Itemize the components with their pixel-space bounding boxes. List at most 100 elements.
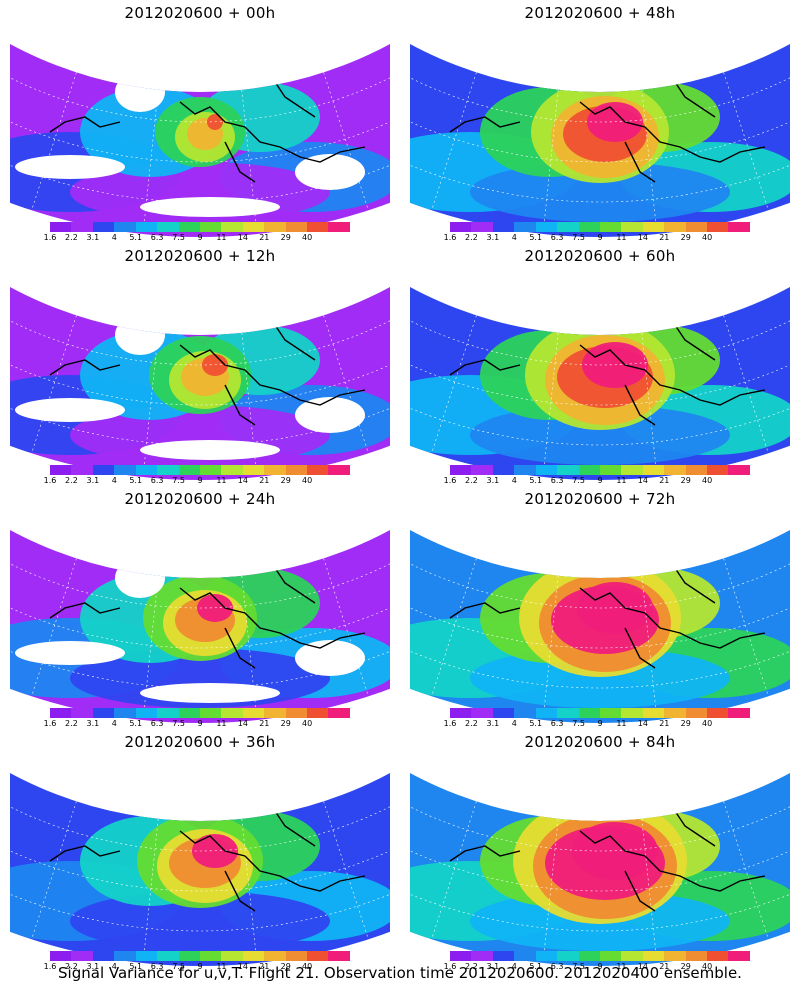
figure-caption: Signal Variance for u,v,T. Flight 21. Ob… bbox=[58, 964, 742, 982]
colorbar-swatch bbox=[328, 708, 350, 718]
colorbar-swatch bbox=[92, 222, 115, 232]
colorbar-label: 11 bbox=[616, 962, 627, 971]
colorbar-swatch bbox=[535, 222, 558, 232]
colorbar-label: 21 bbox=[659, 476, 670, 485]
longitude-line bbox=[641, 332, 658, 478]
no-data-region bbox=[295, 154, 365, 190]
colorbar-swatch bbox=[578, 222, 600, 232]
longitude-line bbox=[542, 818, 559, 964]
colorbar-label: 5.1 bbox=[129, 719, 143, 728]
map-panel: 1.6 2.2 3.1 4 5.1 6.3 7.5 9 11 14 21 29 40 2012020600… bbox=[410, 243, 790, 493]
longitude-line bbox=[641, 818, 658, 964]
no-data-region bbox=[140, 440, 280, 460]
colorbar-label: 11 bbox=[616, 719, 627, 728]
longitude-line bbox=[323, 72, 369, 211]
colorbar-label: 4 bbox=[111, 233, 117, 242]
variance-contour bbox=[470, 648, 730, 708]
colorbar-label: 9 bbox=[597, 233, 603, 242]
colorbar-swatch bbox=[285, 708, 308, 718]
colorbar-swatch bbox=[178, 951, 200, 961]
colorbar-label: 3.1 bbox=[486, 719, 500, 728]
colorbar-label: 21 bbox=[259, 476, 270, 485]
regional-map bbox=[10, 751, 390, 966]
colorbar-swatch bbox=[471, 951, 493, 961]
colorbar-label: 29 bbox=[280, 719, 291, 728]
colorbar-swatch bbox=[599, 708, 622, 718]
longitude-line bbox=[723, 72, 769, 211]
longitude-line bbox=[323, 315, 369, 454]
colorbar-swatch bbox=[157, 951, 179, 961]
colorbar-label: 11 bbox=[216, 233, 227, 242]
colorbar-swatch bbox=[221, 465, 243, 475]
colorbar-swatch bbox=[514, 465, 536, 475]
colorbar-label: 3.1 bbox=[86, 719, 100, 728]
colorbar-label: 7.5 bbox=[172, 962, 185, 971]
colorbar-label: 9 bbox=[197, 476, 203, 485]
colorbar-swatch bbox=[578, 708, 600, 718]
colorbar-label: 2.2 bbox=[465, 719, 478, 728]
colorbar-label: 14 bbox=[237, 719, 248, 728]
colorbar-label: 4 bbox=[111, 719, 117, 728]
colorbar-swatch bbox=[50, 222, 72, 232]
colorbar: 1.6 2.2 3.1 4 5.1 6.3 7.5 9 11 14 21 29 40 bbox=[44, 222, 350, 252]
colorbar: 1.6 2.2 3.1 4 5.1 6.3 7.5 9 11 14 21 29 40 bbox=[44, 951, 350, 981]
regional-map bbox=[410, 508, 790, 723]
longitude-line bbox=[723, 558, 769, 697]
colorbar-label: 7.5 bbox=[172, 233, 185, 242]
colorbar-label: 6.3 bbox=[150, 719, 164, 728]
map-panel: 1.6 2.2 3.1 4 5.1 6.3 7.5 9 11 14 21 29 40 2012020600… bbox=[10, 0, 390, 250]
no-data-region bbox=[140, 197, 280, 217]
colorbar-swatch bbox=[450, 465, 472, 475]
colorbar-label: 1.6 bbox=[443, 719, 457, 728]
colorbar-swatch bbox=[578, 951, 600, 961]
longitude-line bbox=[542, 575, 559, 721]
colorbar-label: 29 bbox=[680, 719, 691, 728]
panel-title: 2012020600 + 24h bbox=[124, 490, 276, 508]
colorbar-swatch bbox=[285, 951, 308, 961]
colorbar-swatch bbox=[514, 708, 536, 718]
colorbar-swatch bbox=[92, 465, 115, 475]
latitude-line bbox=[10, 508, 390, 609]
colorbar-swatch bbox=[264, 708, 286, 718]
colorbar-swatch bbox=[492, 951, 515, 961]
colorbar-swatch bbox=[707, 708, 729, 718]
colorbar-label: 7.5 bbox=[172, 476, 185, 485]
latitude-line bbox=[410, 22, 790, 123]
colorbar-label: 5.1 bbox=[529, 233, 543, 242]
variance-contour bbox=[70, 891, 330, 951]
colorbar-label: 40 bbox=[702, 719, 713, 728]
longitude-line bbox=[542, 332, 559, 478]
latitude-line bbox=[410, 751, 790, 852]
colorbar-swatch bbox=[707, 465, 729, 475]
colorbar-label: 11 bbox=[616, 233, 627, 242]
colorbar-swatch bbox=[264, 951, 286, 961]
colorbar-label: 1.6 bbox=[43, 962, 57, 971]
colorbar-swatch bbox=[221, 222, 243, 232]
colorbar-label: 4 bbox=[511, 233, 517, 242]
colorbar-swatch bbox=[307, 465, 329, 475]
no-data-region bbox=[295, 640, 365, 676]
panel-title: 2012020600 + 60h bbox=[524, 247, 676, 265]
colorbar-label: 14 bbox=[237, 233, 248, 242]
colorbar-label: 29 bbox=[680, 962, 691, 971]
colorbar-label: 6.3 bbox=[150, 962, 164, 971]
colorbar-label: 2.2 bbox=[465, 233, 478, 242]
colorbar-label: 40 bbox=[702, 962, 713, 971]
regional-map bbox=[410, 265, 790, 480]
colorbar-swatch bbox=[264, 465, 286, 475]
colorbar: 1.6 2.2 3.1 4 5.1 6.3 7.5 9 11 14 21 29 40 bbox=[44, 465, 350, 495]
colorbar-swatch bbox=[242, 951, 265, 961]
colorbar-swatch bbox=[50, 951, 72, 961]
colorbar-swatch bbox=[557, 951, 579, 961]
colorbar-swatch bbox=[157, 222, 179, 232]
colorbar-swatch bbox=[307, 222, 329, 232]
colorbar-swatch bbox=[242, 465, 265, 475]
colorbar-label: 2.2 bbox=[465, 476, 478, 485]
colorbar-label: 40 bbox=[702, 233, 713, 242]
colorbar-swatch bbox=[535, 708, 558, 718]
colorbar-swatch bbox=[557, 222, 579, 232]
colorbar-swatch bbox=[242, 708, 265, 718]
no-data-region bbox=[15, 398, 125, 422]
colorbar-label: 6.3 bbox=[150, 233, 164, 242]
colorbar-label: 3.1 bbox=[86, 233, 100, 242]
